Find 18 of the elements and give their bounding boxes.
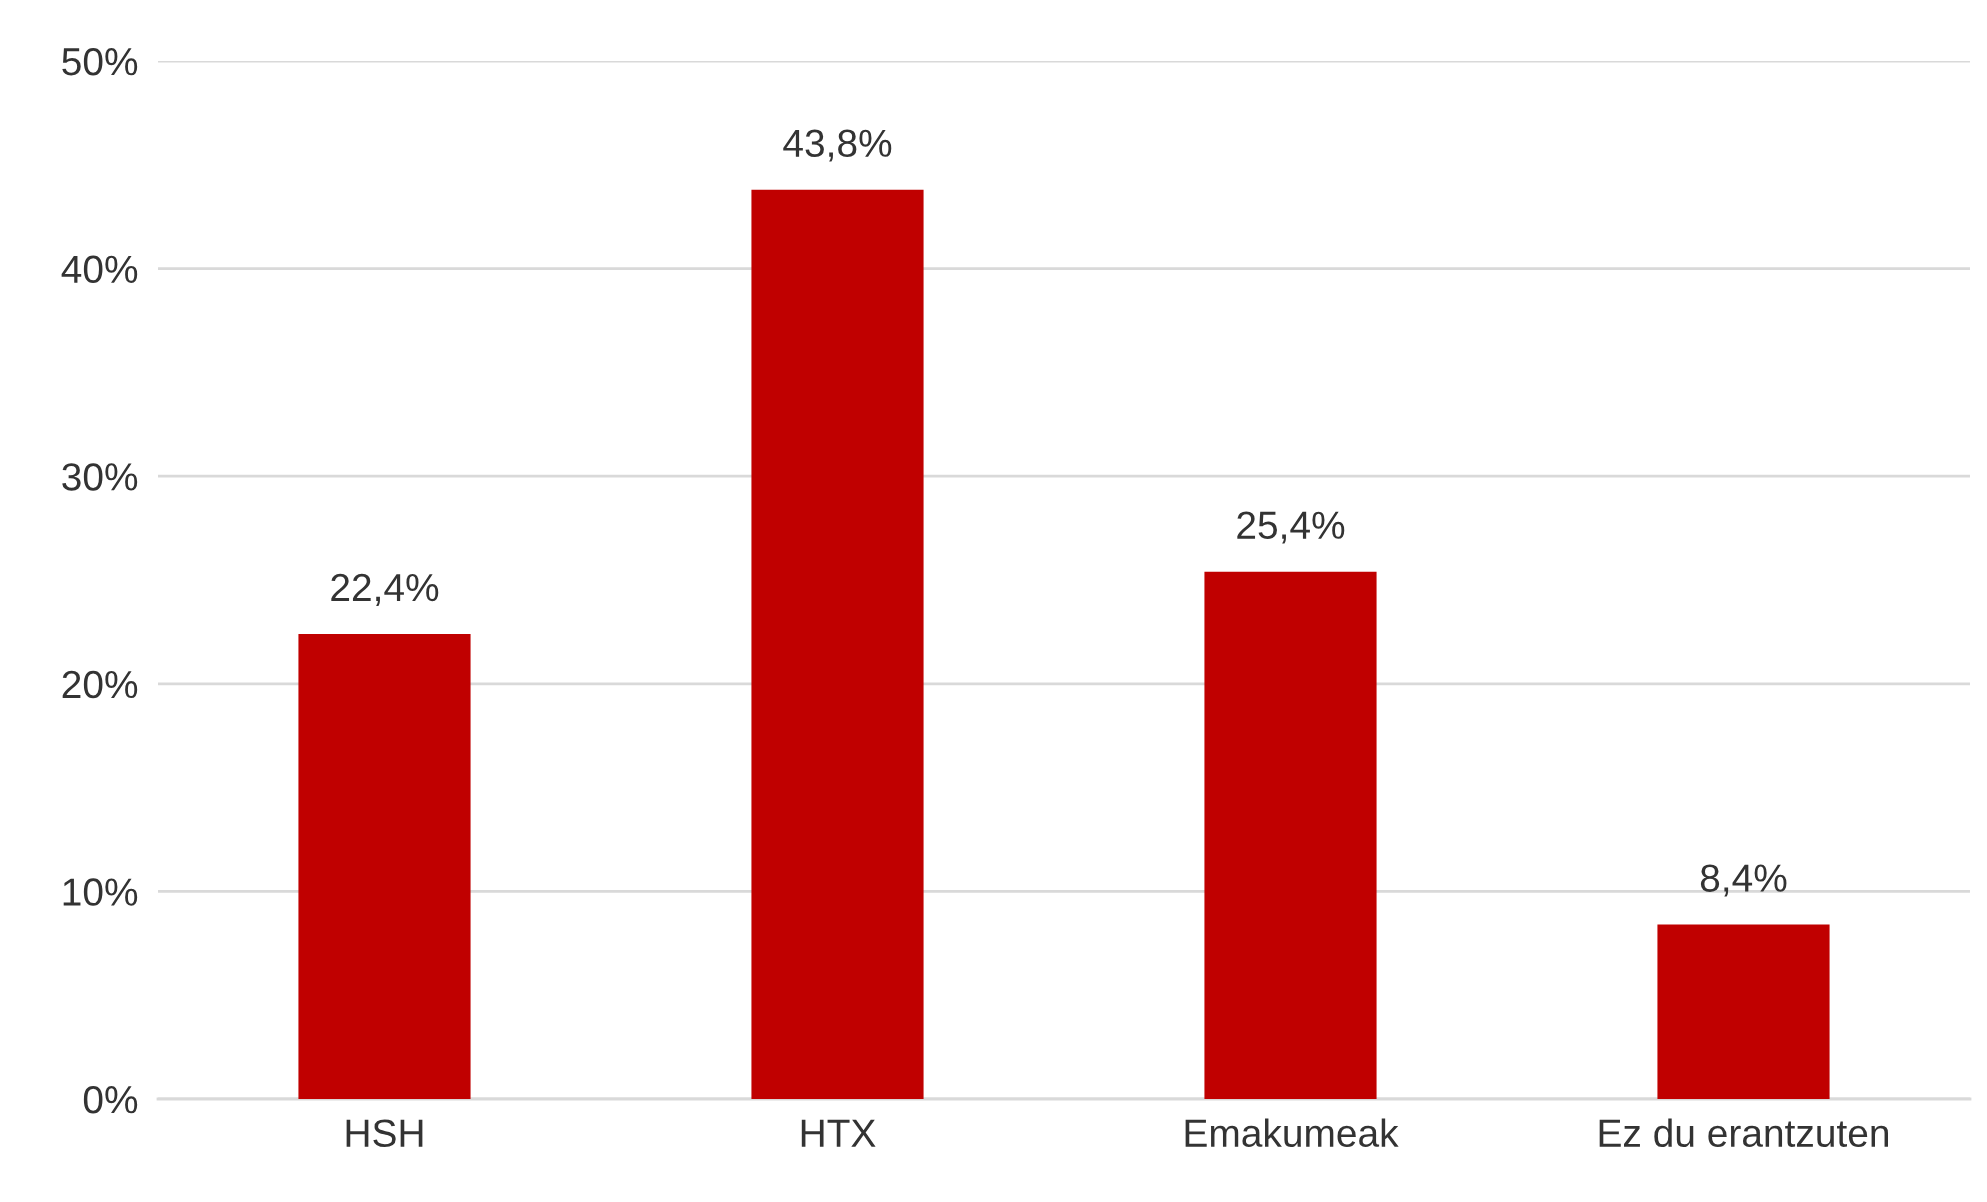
- y-tick-label: 20%: [62, 670, 138, 699]
- x-tick-label: HSH: [346, 1119, 423, 1148]
- y-tick-label: 30%: [62, 463, 138, 491]
- bar: [298, 633, 471, 1099]
- data-label: 22,4%: [331, 573, 439, 606]
- y-tick-label: 10%: [63, 878, 138, 906]
- bar: [1204, 571, 1377, 1099]
- x-tick-label: Ez du erantzuten: [1599, 1118, 1888, 1148]
- data-label: 25,4%: [1237, 511, 1345, 544]
- bar: [1657, 924, 1830, 1099]
- y-tick-label: 40%: [61, 255, 138, 284]
- data-label: 8,4%: [1700, 864, 1787, 897]
- x-tick-label: Emakumeak: [1185, 1118, 1399, 1148]
- y-tick-label: 0%: [83, 1085, 138, 1114]
- data-label: 43,8%: [783, 129, 892, 162]
- y-tick-label: 50%: [62, 47, 138, 76]
- x-tick-label: HTX: [801, 1119, 876, 1147]
- bar: [751, 189, 924, 1099]
